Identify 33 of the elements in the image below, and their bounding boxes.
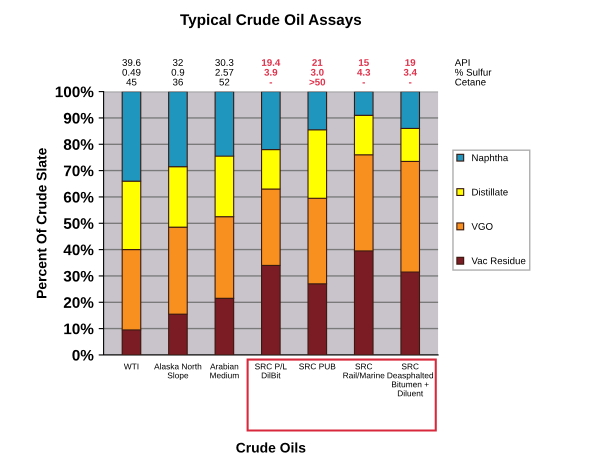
text: 19 3.4 - <box>404 59 417 84</box>
text: 30.3 2.57 52 <box>215 59 234 86</box>
y-tick-label: 20% <box>64 297 94 308</box>
x-tick-label: Alaska North Slope <box>154 363 202 380</box>
x-axis-title: Crude Oils <box>236 442 306 453</box>
y-tick-label: 30% <box>64 270 94 282</box>
legend-label: VGO <box>471 223 493 230</box>
y-tick-label: 100% <box>56 86 94 98</box>
chart-title: Typical Crude Oil Assays <box>180 14 362 28</box>
legend-label: Distillate <box>472 188 508 196</box>
y-tick-label: 0% <box>72 350 94 361</box>
y-tick-label: 90% <box>64 112 94 124</box>
x-tick-label: WTI <box>124 364 138 370</box>
y-tick-label: 50% <box>64 218 94 229</box>
legend-label: Vac Residue <box>471 257 526 264</box>
text: API % Sulfur Cetane <box>454 59 492 86</box>
y-tick-label: 40% <box>64 244 94 256</box>
x-tick-label: SRC PUB <box>299 364 336 370</box>
text: 19.4 3.9 - <box>262 59 280 84</box>
y-axis-title: Percent Of Crude Slate <box>36 148 47 298</box>
y-tick-label: 70% <box>64 165 94 176</box>
x-tick-label: SRC P/L DilBit <box>255 363 287 378</box>
text: 21 3.0 >50 <box>309 59 326 86</box>
y-tick-label: 80% <box>64 139 94 150</box>
legend-label: Naphtha <box>472 154 508 164</box>
x-tick-label: Arabian Medium <box>210 363 239 378</box>
text: 15 4.3 - <box>357 59 370 84</box>
y-tick-label: 10% <box>64 323 94 334</box>
y-tick-label: 60% <box>64 192 94 203</box>
text: 39.6 0.49 45 <box>122 59 141 86</box>
text: 32 0.9 36 <box>172 59 184 86</box>
x-tick-label: SRC Rail/Marine <box>343 364 384 378</box>
x-tick-label: SRC Deasphalted Bitumen + Diluent <box>387 364 434 396</box>
